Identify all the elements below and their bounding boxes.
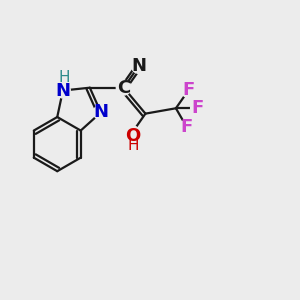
Circle shape xyxy=(122,125,140,143)
Text: C: C xyxy=(117,79,130,97)
Text: F: F xyxy=(192,99,204,117)
Circle shape xyxy=(116,80,131,95)
Text: F: F xyxy=(181,118,193,136)
Circle shape xyxy=(131,58,146,73)
Text: O: O xyxy=(125,128,140,146)
Text: N: N xyxy=(56,82,70,100)
Circle shape xyxy=(180,120,194,135)
Circle shape xyxy=(181,83,196,98)
Text: N: N xyxy=(93,103,108,122)
Text: H: H xyxy=(128,138,139,153)
Text: N: N xyxy=(131,57,146,75)
Circle shape xyxy=(190,101,205,116)
Circle shape xyxy=(94,105,108,120)
Text: H: H xyxy=(58,70,70,85)
Text: F: F xyxy=(182,81,195,99)
Circle shape xyxy=(56,83,70,98)
